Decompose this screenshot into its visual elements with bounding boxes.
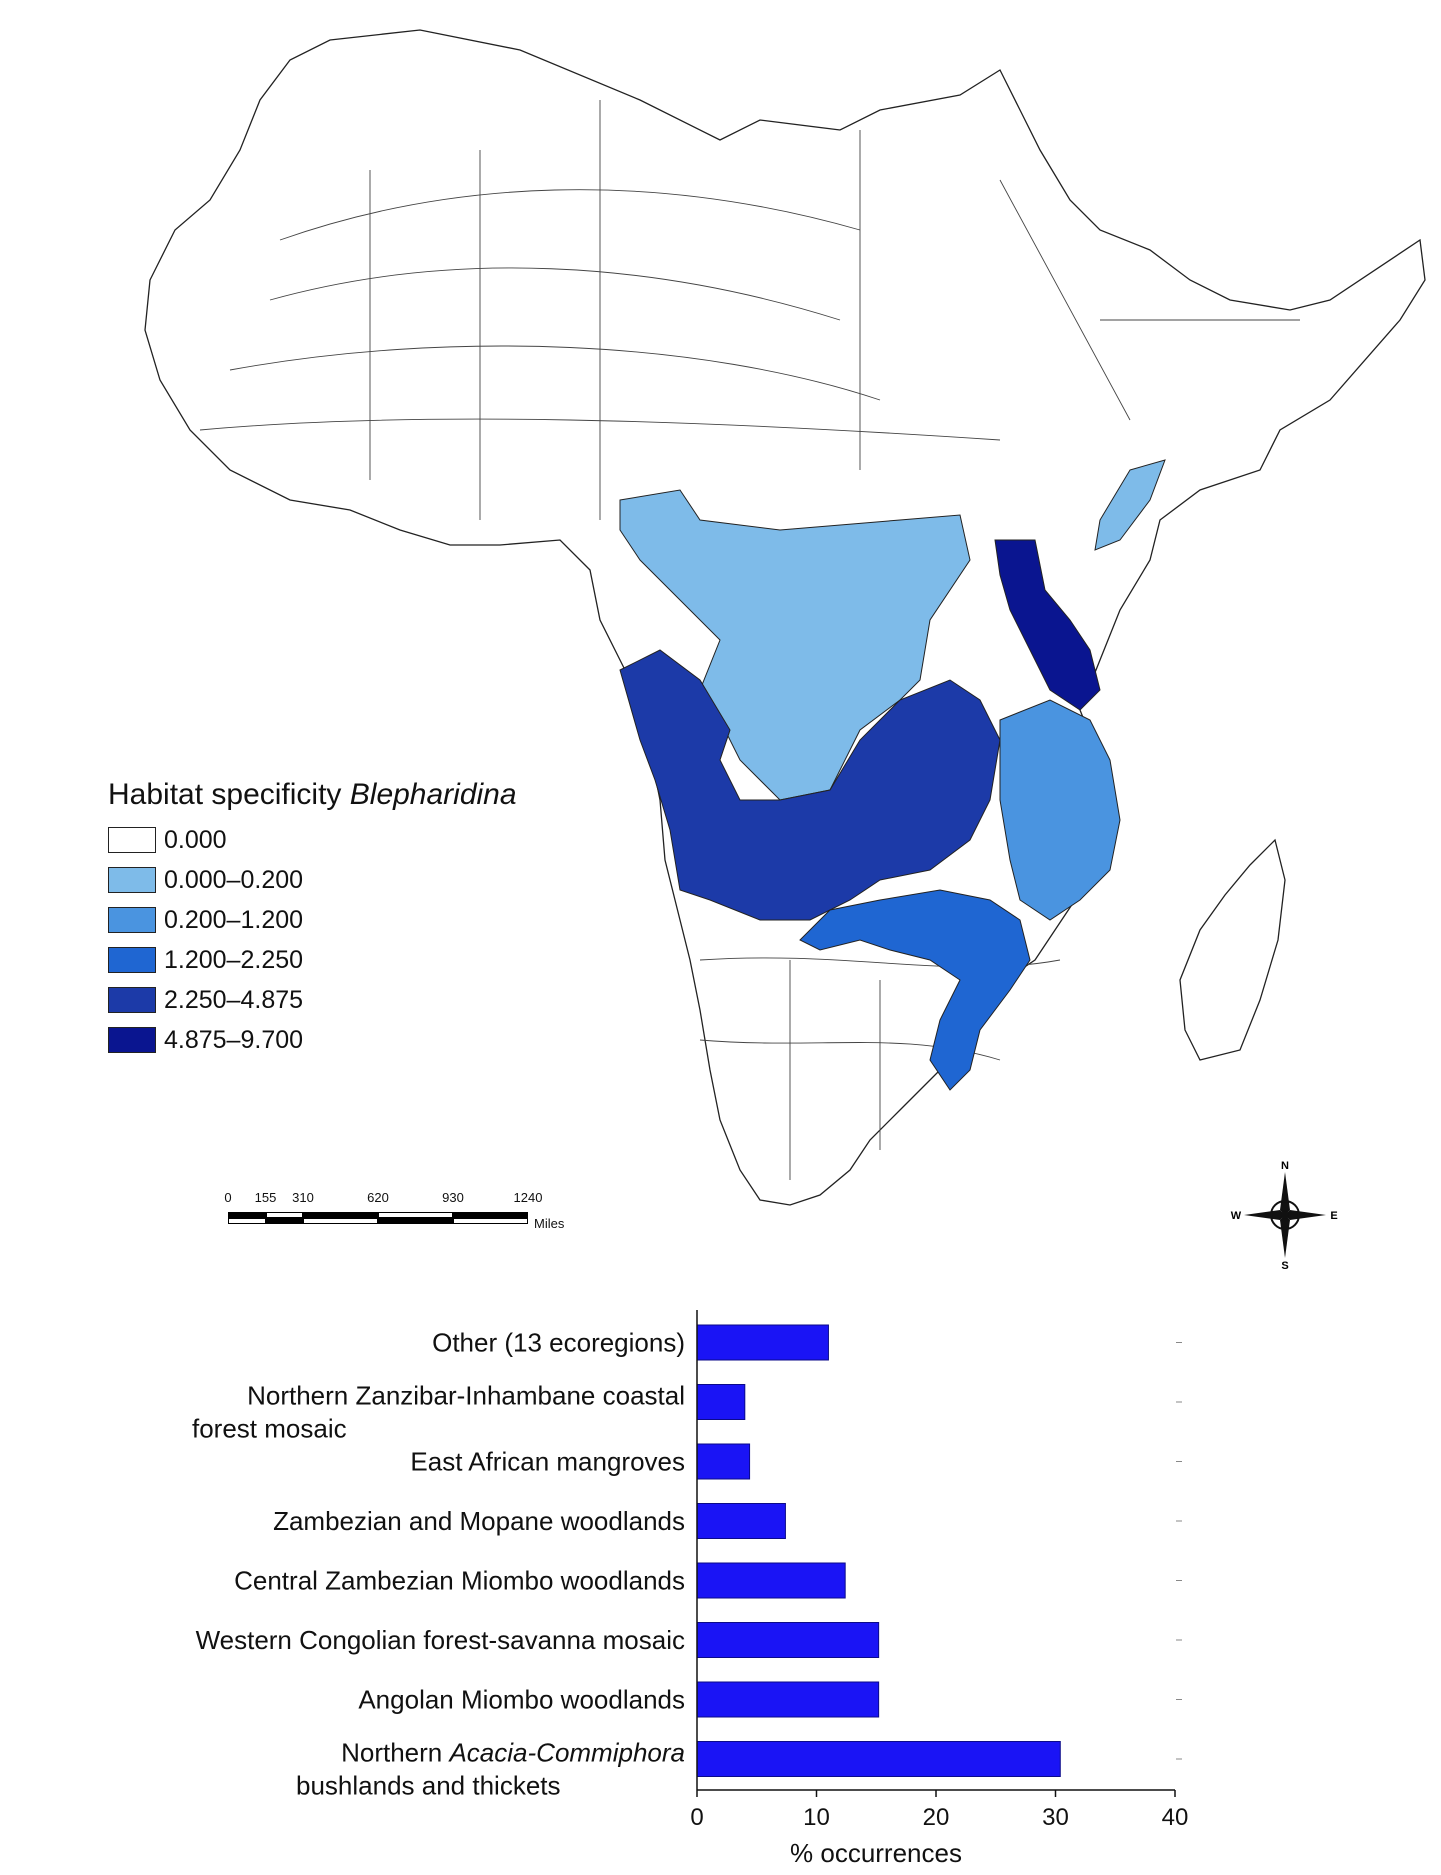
scale-segment-bottom: [378, 1218, 453, 1224]
scale-tick-label: 310: [292, 1190, 314, 1205]
scale-segment-bottom: [228, 1218, 266, 1224]
category-label: Other (13 ecoregions): [432, 1328, 685, 1358]
legend-swatch: [108, 907, 156, 933]
scale-segment-top: [265, 1212, 303, 1218]
category-label-part: Northern: [341, 1738, 449, 1768]
category-label-part: Western Congolian forest-savanna mosaic: [196, 1625, 685, 1655]
bar: [696, 1503, 786, 1539]
legend-swatch: [108, 867, 156, 893]
legend-item: 2.250–4.875: [108, 980, 517, 1020]
legend-label: 2.250–4.875: [164, 985, 304, 1014]
compass-n: N: [1281, 1160, 1289, 1172]
legend-item: 0.000: [108, 820, 517, 860]
scale-tick-label: 620: [367, 1190, 389, 1205]
x-tick-label: 0: [690, 1804, 703, 1831]
legend-item: 4.875–9.700: [108, 1020, 517, 1060]
legend-rows: 0.000 0.000–0.200 0.200–1.200 1.200–2.250 2.…: [108, 820, 517, 1060]
compass-w: W: [1231, 1210, 1242, 1222]
category-label: Northern Zanzibar-Inhambane coastal: [247, 1381, 685, 1411]
madagascar-outline: [1179, 838, 1286, 1061]
category-label-line2: forest mosaic: [192, 1414, 347, 1444]
x-tick-label: 20: [923, 1804, 950, 1831]
region-4.875-9.700-east: [994, 539, 1101, 711]
category-label-part: Central Zambezian Miombo woodlands: [234, 1566, 685, 1596]
legend-label: 0.000–0.200: [164, 865, 304, 894]
x-tick-label: 40: [1162, 1804, 1189, 1831]
x-tick-label: 30: [1042, 1804, 1069, 1831]
bar: [696, 1622, 880, 1658]
legend-title-genus: Blepharidina: [349, 778, 517, 811]
scale-segment-top: [378, 1212, 453, 1218]
legend-label: 0.200–1.200: [164, 905, 304, 934]
legend-swatch: [108, 947, 156, 973]
bar: [696, 1324, 829, 1361]
category-label-part: East African mangroves: [410, 1447, 685, 1477]
bar: [696, 1384, 746, 1420]
category-label: Northern Acacia-Commiphora: [341, 1738, 685, 1768]
bar: [696, 1681, 880, 1718]
map-figure: Habitat specificity Blepharidina 0.000 0.…: [108, 29, 1426, 1270]
x-tick-label: 10: [803, 1804, 830, 1831]
category-label-part: Acacia-Commiphora: [447, 1738, 685, 1768]
scale-segment-top: [453, 1212, 528, 1218]
category-label: East African mangroves: [410, 1447, 685, 1477]
category-label: Angolan Miombo woodlands: [358, 1685, 685, 1715]
bar: [696, 1741, 1061, 1777]
scale-segment-bottom: [453, 1218, 528, 1224]
africa-map: [144, 29, 1426, 1206]
bar-chart: Other (13 ecoregions) Northern Zanzibar-I…: [192, 1310, 1189, 1868]
category-label-part: Zambezian and Mopane woodlands: [273, 1506, 685, 1536]
legend-title: Habitat specificity Blepharidina: [108, 778, 517, 812]
legend-label: 0.000: [164, 825, 227, 854]
category-label-line2: bushlands and thickets: [296, 1771, 561, 1801]
scale-tick-label: 155: [254, 1190, 277, 1205]
scale-segment-bottom: [265, 1218, 303, 1224]
region-1.200-2.250-south: [799, 889, 1031, 1091]
region-0.200-1.200-east: [999, 699, 1121, 921]
legend-swatch: [108, 827, 156, 853]
legend-item: 0.000–0.200: [108, 860, 517, 900]
scale-tick-label: 0: [224, 1190, 232, 1205]
compass-rose-icon: N S W E: [1231, 1160, 1338, 1270]
category-label-part: Other (13 ecoregions): [432, 1328, 685, 1358]
legend-item: 0.200–1.200: [108, 900, 517, 940]
scale-tick-label: 930: [442, 1190, 464, 1205]
legend-label: 1.200–2.250: [164, 945, 304, 974]
category-label-part: Northern Zanzibar-Inhambane coastal: [247, 1381, 685, 1411]
region-0.000-0.200-coast: [1094, 459, 1166, 551]
legend: Habitat specificity Blepharidina 0.000 0.…: [108, 778, 517, 1060]
category-label: Western Congolian forest-savanna mosaic: [196, 1625, 685, 1655]
category-label: Central Zambezian Miombo woodlands: [234, 1566, 685, 1596]
scale-segment-top: [228, 1212, 266, 1218]
compass-s: S: [1281, 1260, 1288, 1270]
scale-units: Miles: [534, 1216, 565, 1231]
x-axis-label: % occurrences: [790, 1838, 962, 1868]
bar: [696, 1443, 751, 1480]
scale-segment-top: [303, 1212, 378, 1218]
category-label: Zambezian and Mopane woodlands: [273, 1506, 685, 1536]
region-2.250-4.875-west: [619, 649, 1001, 921]
legend-item: 1.200–2.250: [108, 940, 517, 980]
legend-swatch: [108, 987, 156, 1013]
category-label-part: Angolan Miombo woodlands: [358, 1685, 685, 1715]
scale-segment-bottom: [303, 1218, 378, 1224]
legend-swatch: [108, 1027, 156, 1053]
legend-title-prefix: Habitat specificity: [108, 778, 350, 811]
scale-bar: Miles 0 155 310 620 930 1240: [224, 1190, 588, 1240]
scale-tick-label: 1240: [513, 1190, 543, 1205]
bar: [696, 1562, 846, 1599]
compass-e: E: [1330, 1210, 1337, 1222]
region-0.000-0.200-central: [619, 489, 971, 801]
legend-label: 4.875–9.700: [164, 1025, 304, 1054]
